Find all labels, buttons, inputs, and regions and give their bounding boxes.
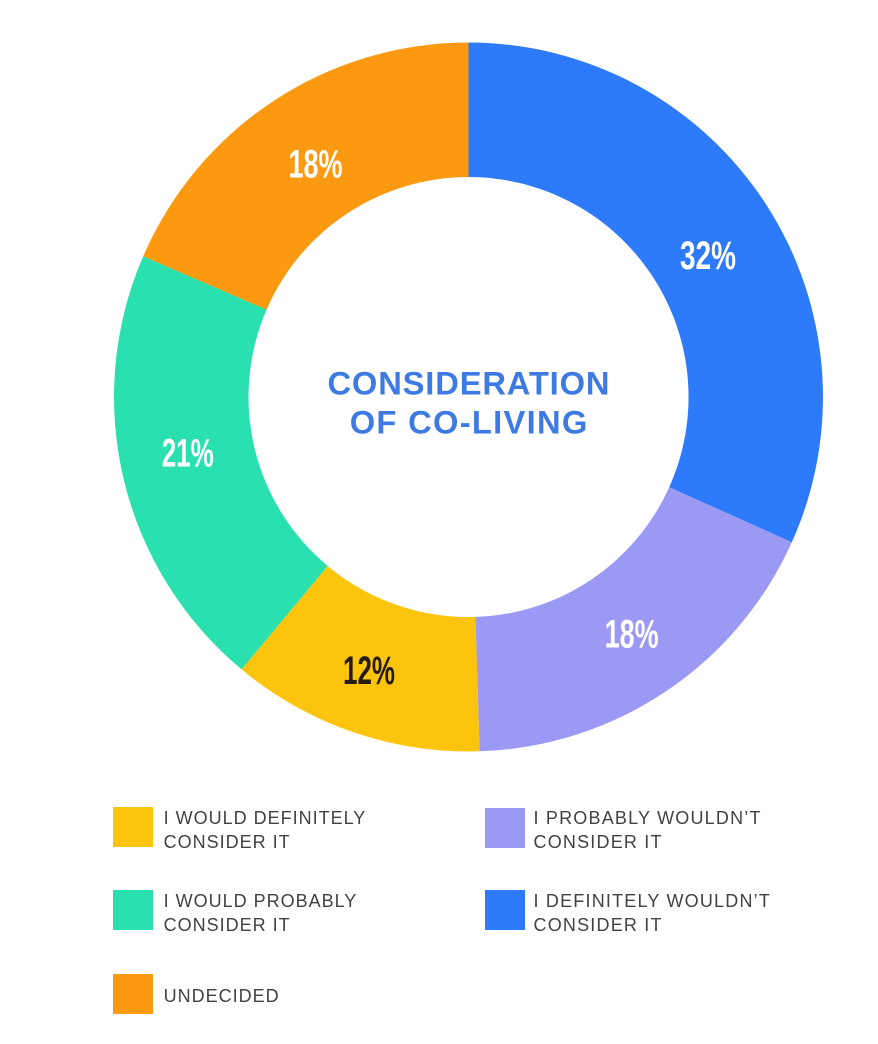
svg-text:OF CO-LIVING: OF CO-LIVING [350,403,589,440]
svg-text:18%: 18% [605,613,659,657]
svg-text:CONSIDERATION: CONSIDERATION [327,364,610,401]
svg-text:18%: 18% [289,143,343,187]
svg-text:21%: 21% [162,432,214,476]
svg-text:12%: 12% [343,649,395,693]
svg-text:32%: 32% [680,234,736,278]
